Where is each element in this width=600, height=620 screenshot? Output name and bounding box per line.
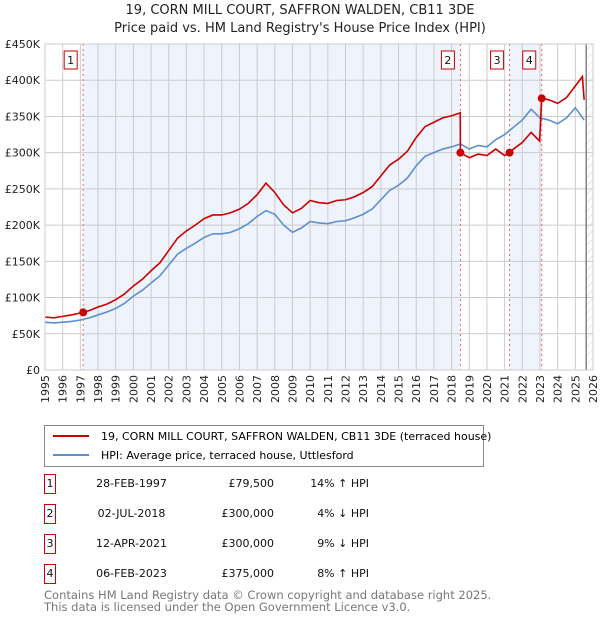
- sale-hpi-diff: 8% ↑ HPI: [317, 567, 369, 580]
- x-tick-label: 2005: [216, 375, 229, 403]
- legend-item-property: 19, CORN MILL COURT, SAFFRON WALDEN, CB1…: [53, 428, 491, 444]
- x-tick-label: 2007: [251, 375, 264, 403]
- sale-label-box: [490, 50, 505, 70]
- x-tick-label: 2012: [340, 375, 353, 403]
- sale-label: 3: [494, 54, 501, 67]
- chart-title: 19, CORN MILL COURT, SAFFRON WALDEN, CB1…: [125, 3, 475, 18]
- sale-price: £300,000: [221, 507, 275, 520]
- x-tick-label: 2019: [463, 375, 476, 403]
- x-tick-label: 2023: [534, 375, 547, 403]
- y-tick-label: £350K: [5, 110, 41, 123]
- sale-point: [537, 94, 546, 103]
- x-tick-label: 1996: [57, 375, 70, 403]
- x-tick-label: 1997: [74, 375, 87, 403]
- x-tick-label: 2026: [587, 375, 600, 403]
- legend-item-hpi: HPI: Average price, terraced house, Uttl…: [53, 447, 354, 463]
- footer-line2: This data is licensed under the Open Gov…: [44, 600, 411, 614]
- x-tick-label: 2002: [163, 375, 176, 403]
- x-tick-label: 2016: [410, 375, 423, 403]
- x-tick-label: 2004: [198, 375, 211, 403]
- sale-number: 4: [44, 564, 56, 584]
- chart-subtitle: Price paid vs. HM Land Registry's House …: [114, 21, 486, 36]
- sale-label: 1: [67, 54, 74, 67]
- sale-date: 02-JUL-2018: [97, 507, 166, 520]
- sale-point: [456, 148, 465, 157]
- legend-label: HPI: Average price, terraced house, Uttl…: [101, 448, 354, 462]
- x-tick-label: 2020: [481, 375, 494, 403]
- footer-line1: Contains HM Land Registry data © Crown c…: [44, 588, 492, 602]
- plot-border: [44, 43, 594, 371]
- plot-area: 1995 1996 1997 1998 1999 2000 2001 2002 2003 2004…: [5, 38, 600, 403]
- x-tick-label: 2025: [569, 375, 582, 403]
- sale-price: £300,000: [221, 537, 275, 550]
- x-tick-label: 1998: [92, 375, 105, 403]
- x-tick-label: 2018: [446, 375, 459, 403]
- legend-label: 19, CORN MILL COURT, SAFFRON WALDEN, CB1…: [101, 429, 492, 443]
- sale-label: 2: [444, 54, 451, 67]
- x-tick-label: 1995: [39, 375, 52, 403]
- x-tick-label: 2024: [552, 375, 565, 403]
- sale-point: [79, 308, 88, 317]
- sale-date: 06-FEB-2023: [96, 567, 167, 580]
- y-tick-label: £300K: [5, 147, 41, 160]
- sale-point: [505, 148, 514, 157]
- legend-swatch-red: [53, 435, 89, 437]
- x-tick-label: 2010: [304, 375, 317, 403]
- legend-swatch-blue: [53, 454, 89, 456]
- sale-label-box: [522, 50, 537, 70]
- x-tick-label: 2021: [499, 375, 512, 403]
- x-tick-label: 2022: [516, 375, 529, 403]
- x-tick-label: 2003: [180, 375, 193, 403]
- future-hatch: [586, 44, 593, 370]
- sale-price: £375,000: [221, 567, 275, 580]
- sale-hpi-diff: 14% ↑ HPI: [310, 477, 369, 490]
- sale-hpi-diff: 9% ↓ HPI: [317, 537, 369, 550]
- sale-label: 4: [526, 54, 533, 67]
- y-tick-label: £450K: [5, 38, 41, 51]
- hpi-line: [44, 106, 585, 324]
- y-tick-label: £200K: [5, 219, 41, 232]
- x-tick-label: 2008: [269, 375, 282, 403]
- sale-number: 3: [44, 534, 56, 554]
- y-tick-label: £50K: [12, 328, 41, 341]
- x-tick-label: 2011: [322, 375, 335, 403]
- x-tick-label: 2000: [127, 375, 140, 403]
- x-tick-label: 2015: [393, 375, 406, 403]
- y-tick-label: £400K: [5, 74, 41, 87]
- sale-row: 3 12-APR-2021 £300,000 9% ↓ HPI: [44, 534, 374, 554]
- sale-date: 28-FEB-1997: [96, 477, 167, 490]
- shaded-band: [83, 44, 461, 370]
- x-tick-label: 2017: [428, 375, 441, 403]
- sale-row: 1 28-FEB-1997 £79,500 14% ↑ HPI: [44, 474, 374, 494]
- sale-row: 4 06-FEB-2023 £375,000 8% ↑ HPI: [44, 564, 374, 584]
- x-tick-label: 2013: [357, 375, 370, 403]
- x-tick-label: 2014: [375, 375, 388, 403]
- x-tick-label: 2006: [233, 375, 246, 403]
- sale-hpi-diff: 4% ↓ HPI: [317, 507, 369, 520]
- sale-label-box: [63, 50, 78, 70]
- legend: 19, CORN MILL COURT, SAFFRON WALDEN, CB1…: [44, 425, 491, 467]
- sale-price: £79,500: [228, 477, 275, 490]
- sale-row: 2 02-JUL-2018 £300,000 4% ↓ HPI: [44, 504, 374, 524]
- y-tick-label: £150K: [5, 255, 41, 268]
- y-tick-label: £0: [26, 364, 40, 377]
- sale-label-box: [440, 50, 455, 70]
- y-tick-label: £100K: [5, 292, 41, 305]
- x-tick-label: 1999: [110, 375, 123, 403]
- sale-number: 2: [44, 504, 56, 524]
- footer: Contains HM Land Registry data © Crown c…: [44, 589, 491, 613]
- shaded-band: [509, 44, 542, 370]
- x-tick-label: 2009: [286, 375, 299, 403]
- sale-number: 1: [44, 474, 56, 494]
- x-tick-label: 2001: [145, 375, 158, 403]
- y-tick-label: £250K: [5, 183, 41, 196]
- sale-date: 12-APR-2021: [95, 537, 168, 550]
